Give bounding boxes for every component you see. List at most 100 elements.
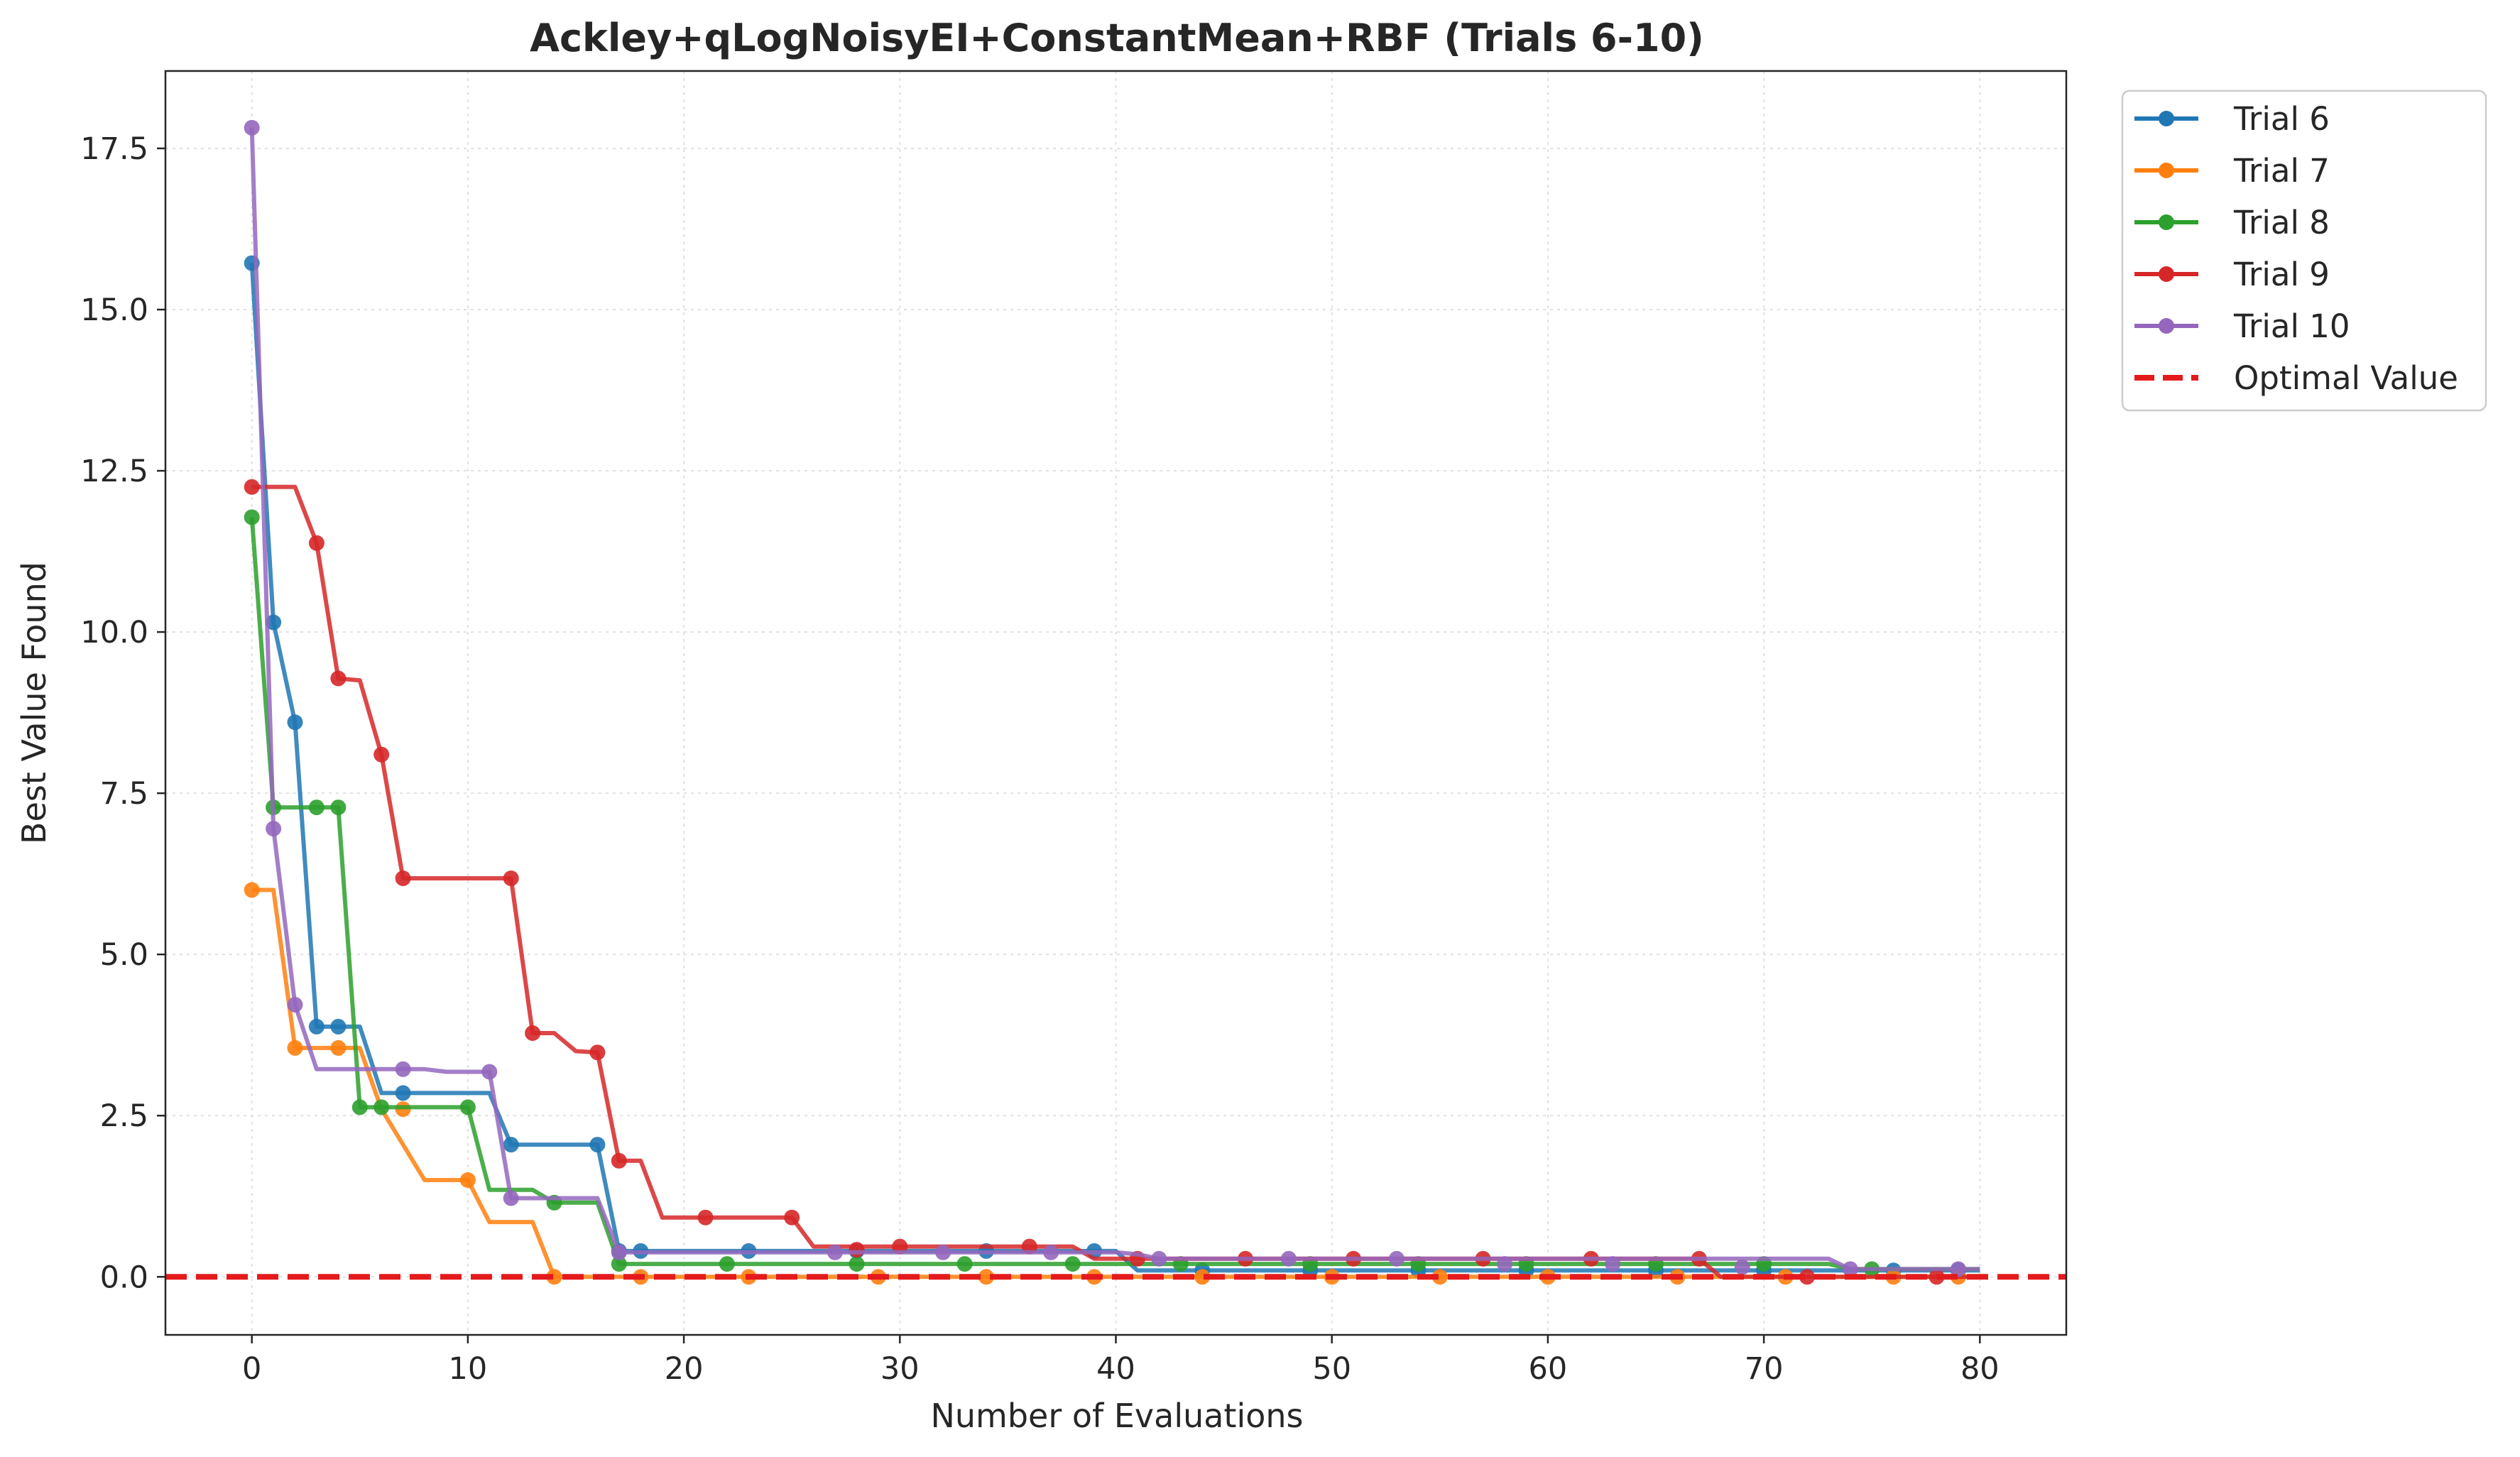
data-point [1497, 1256, 1513, 1272]
data-point [308, 535, 324, 551]
data-point [697, 1209, 714, 1226]
legend-entry[interactable]: Trial 8 [2134, 204, 2330, 241]
legend-entry[interactable]: Optimal Value [2134, 359, 2458, 397]
data-point [1151, 1250, 1167, 1267]
x-tick-label: 80 [1960, 1351, 2000, 1387]
data-point [611, 1152, 627, 1169]
data-point [373, 746, 390, 763]
data-point [308, 1018, 324, 1035]
series-trial-10 [244, 119, 1980, 1277]
data-point [589, 1137, 606, 1153]
x-tick-label: 70 [1745, 1351, 1784, 1387]
series-trial-6 [244, 255, 1980, 1279]
data-point [503, 1190, 519, 1206]
data-point [1431, 1269, 1448, 1285]
y-tick-label: 17.5 [80, 131, 148, 167]
data-point [1842, 1261, 1858, 1277]
x-axis-ticks: 0 10 20 30 40 50 60 70 80 [242, 1335, 2000, 1387]
data-point [849, 1242, 865, 1258]
data-point [351, 1099, 368, 1115]
data-point [589, 1044, 606, 1061]
data-point [266, 821, 282, 837]
data-point [244, 509, 260, 525]
legend-marker [2159, 266, 2174, 282]
data-point [849, 1256, 865, 1272]
legend-label: Optimal Value [2234, 359, 2458, 397]
data-point [481, 1064, 498, 1080]
data-point [978, 1269, 994, 1285]
data-point [1280, 1250, 1297, 1267]
x-tick-label: 10 [449, 1351, 488, 1387]
legend-entry[interactable]: Trial 6 [2134, 100, 2330, 138]
y-axis-ticks: 0.0 2.5 5.0 7.5 10.0 12.5 15.0 17.5 [80, 131, 165, 1295]
data-point [395, 1085, 411, 1101]
x-tick-label: 40 [1096, 1351, 1135, 1387]
grid [165, 71, 2066, 1335]
legend-label: Trial 6 [2233, 100, 2330, 138]
x-axis-label: Number of Evaluations [930, 1397, 1303, 1435]
legend-marker [2159, 163, 2174, 178]
data-point [1734, 1259, 1750, 1275]
data-point [287, 714, 303, 731]
data-point [244, 119, 260, 136]
data-point [1950, 1261, 1966, 1277]
data-point [784, 1209, 800, 1226]
data-point [373, 1099, 390, 1115]
data-point [330, 1018, 347, 1035]
y-axis-label: Best Value Found [15, 562, 53, 844]
legend-marker [2159, 318, 2174, 334]
legend-label: Trial 10 [2233, 307, 2350, 345]
legend[interactable]: Trial 6 Trial 7 Trial 8 Trial 9 Trial 10 Opti… [2121, 89, 2487, 412]
y-tick-label: 7.5 [100, 776, 148, 812]
data-point [330, 800, 347, 816]
data-point [266, 614, 282, 631]
legend-label: Trial 8 [2233, 204, 2330, 241]
legend-marker [2159, 214, 2174, 230]
data-point [395, 1061, 411, 1077]
y-tick-label: 15.0 [80, 293, 148, 328]
data-point [1064, 1256, 1081, 1272]
data-point [719, 1256, 735, 1272]
data-point [935, 1244, 951, 1260]
series-trial-7 [244, 882, 1980, 1285]
data-point [956, 1256, 973, 1272]
data-point [459, 1172, 476, 1188]
series-layer [244, 119, 1980, 1285]
data-point [330, 670, 347, 687]
data-point [287, 997, 303, 1013]
legend-label: Trial 9 [2233, 256, 2330, 293]
y-tick-label: 0.0 [100, 1260, 148, 1295]
data-point [459, 1099, 476, 1115]
data-point [1799, 1269, 1815, 1285]
x-tick-label: 30 [880, 1351, 920, 1387]
data-point [330, 1039, 347, 1056]
legend-label: Trial 7 [2233, 152, 2330, 190]
data-point [1194, 1269, 1211, 1285]
y-tick-label: 12.5 [80, 454, 148, 489]
data-point [611, 1244, 627, 1260]
x-tick-label: 50 [1312, 1351, 1351, 1387]
x-tick-label: 60 [1529, 1351, 1568, 1387]
data-point [287, 1039, 303, 1056]
y-tick-label: 10.0 [80, 615, 148, 650]
x-tick-label: 20 [665, 1351, 704, 1387]
legend-marker [2159, 111, 2174, 126]
data-point [1389, 1250, 1404, 1267]
legend-entry[interactable]: Trial 9 [2134, 256, 2330, 293]
series-line [251, 888, 1980, 1279]
data-point [1605, 1256, 1621, 1272]
chart-title: Ackley+qLogNoisyEI+ConstantMean+RBF (Tri… [530, 16, 1704, 60]
data-point [611, 1256, 627, 1272]
data-point [827, 1244, 843, 1260]
y-tick-label: 5.0 [100, 937, 148, 973]
data-point [503, 871, 519, 886]
data-point [244, 479, 260, 495]
legend-box [2121, 89, 2487, 412]
data-point [546, 1269, 562, 1285]
data-point [244, 882, 260, 898]
data-point [1043, 1244, 1059, 1260]
data-point [308, 800, 324, 816]
legend-entry[interactable]: Trial 10 [2134, 307, 2350, 345]
legend-entry[interactable]: Trial 7 [2134, 152, 2330, 190]
